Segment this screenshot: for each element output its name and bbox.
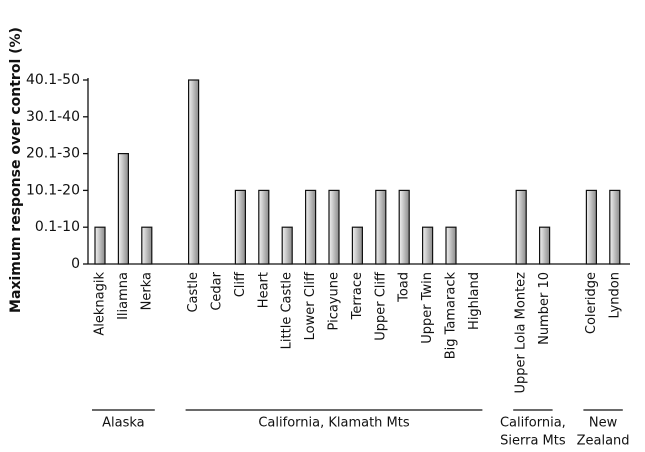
bar <box>94 226 106 265</box>
x-tick-label: Aleknagik <box>93 272 108 336</box>
bar <box>351 226 363 265</box>
y-tick-label: 40.1-50 <box>26 72 80 88</box>
x-tick-label: Cliff <box>233 271 248 297</box>
bar <box>445 226 457 265</box>
bar <box>538 226 551 265</box>
x-tick-label: Big Tamarack <box>444 272 459 360</box>
group-label: Sierra Mts <box>500 434 566 449</box>
bar <box>328 189 340 265</box>
y-tick-label: 0.1-10 <box>35 219 80 235</box>
y-tick-label: 30.1-40 <box>26 109 80 125</box>
bar <box>585 189 598 265</box>
bar <box>375 189 387 265</box>
y-tick-label: 0 <box>71 256 80 272</box>
x-tick-label: Coleridge <box>584 272 599 334</box>
x-tick-label: Little Castle <box>280 272 295 349</box>
y-tick-label: 10.1-20 <box>26 182 80 198</box>
group-label: New <box>589 416 618 431</box>
bar <box>117 153 130 265</box>
x-tick-label: Terrace <box>350 272 365 320</box>
group-label: California, Klamath Mts <box>258 416 410 431</box>
bar <box>188 79 200 265</box>
x-tick-label: Upper Cliff <box>373 271 388 341</box>
x-tick-label: Castle <box>186 272 201 313</box>
x-tick-label: Lyndon <box>607 272 622 318</box>
bar <box>398 189 410 265</box>
bar <box>609 189 621 265</box>
x-tick-label: Upper Lola Montez <box>514 272 529 394</box>
bar <box>281 226 293 265</box>
x-tick-label: Highland <box>467 272 482 330</box>
bar <box>515 189 527 265</box>
group-label: California, <box>500 416 566 431</box>
bar <box>305 189 317 265</box>
bar <box>422 226 434 265</box>
y-axis-title: Maximum response over control (%) <box>8 27 24 313</box>
group-label: Zealand <box>577 434 630 449</box>
group-label: Alaska <box>102 416 145 431</box>
x-tick-label: Lower Cliff <box>303 271 318 340</box>
bar <box>141 226 153 265</box>
y-tick-label: 20.1-30 <box>26 146 80 162</box>
x-tick-label: Cedar <box>210 271 225 310</box>
x-tick-label: Iliamna <box>116 272 131 320</box>
x-tick-label: Heart <box>256 272 271 308</box>
bar <box>234 189 246 265</box>
x-tick-label: Picayune <box>327 272 342 330</box>
x-tick-label: Toad <box>397 272 412 303</box>
x-tick-label: Upper Twin <box>420 272 435 344</box>
x-tick-label: Nerka <box>139 272 154 310</box>
bar <box>258 189 270 265</box>
x-tick-label: Number 10 <box>537 272 552 345</box>
